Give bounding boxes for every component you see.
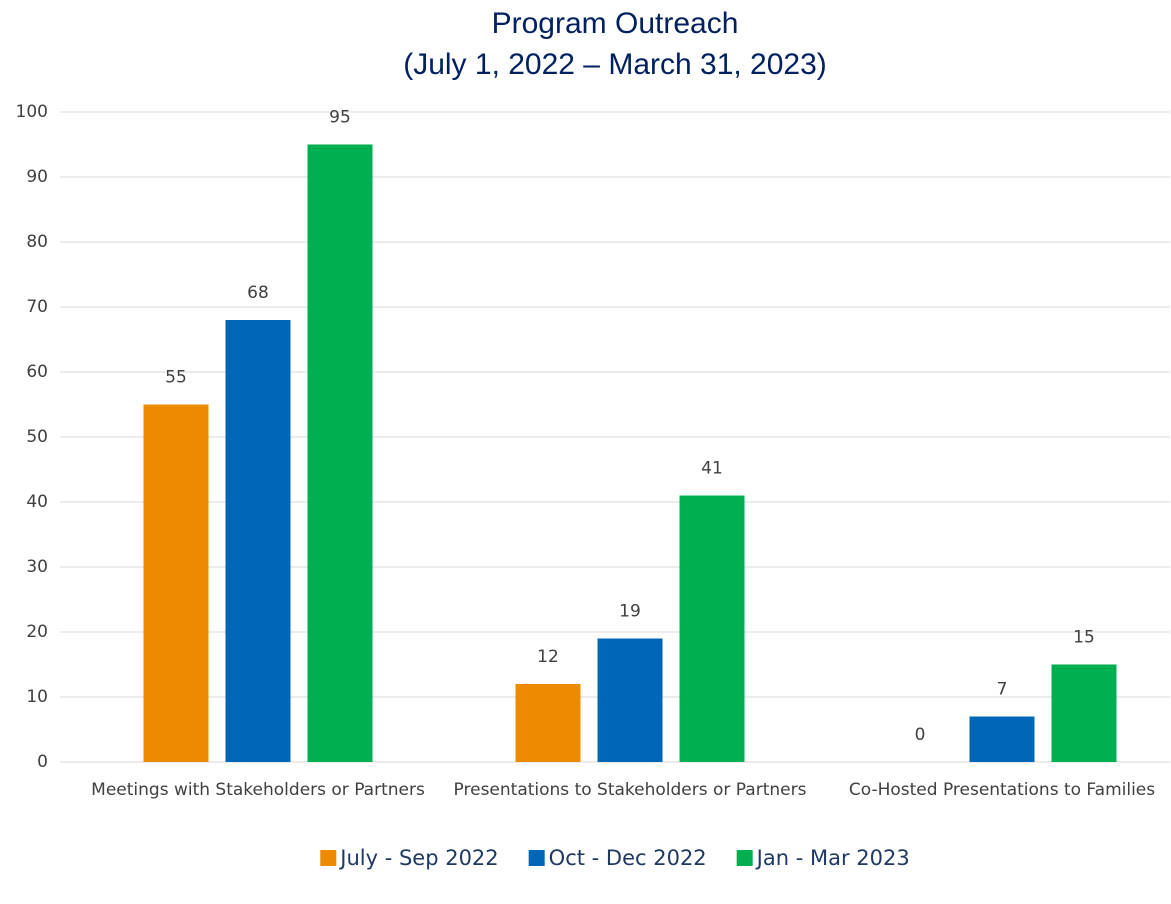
bar	[225, 320, 291, 762]
value-label: 41	[701, 459, 723, 479]
bar	[307, 144, 373, 762]
y-tick-label: 50	[26, 427, 48, 447]
y-tick-label: 40	[26, 492, 48, 512]
y-tick-label: 0	[37, 752, 48, 772]
legend-swatch	[736, 850, 753, 866]
bar	[515, 684, 581, 762]
value-label: 55	[165, 368, 187, 388]
value-label: 0	[915, 725, 926, 745]
bar	[1051, 664, 1117, 762]
legend-swatch	[320, 850, 337, 866]
y-tick-label: 90	[26, 167, 48, 187]
value-label: 95	[329, 108, 351, 128]
y-tick-label: 10	[26, 687, 48, 707]
y-tick-label: 100	[16, 102, 48, 122]
y-tick-label: 20	[26, 622, 48, 642]
y-tick-label: 60	[26, 362, 48, 382]
value-label: 15	[1073, 628, 1095, 648]
x-tick-label: Co-Hosted Presentations to Families	[848, 780, 1156, 800]
chart-subtitle: (July 1, 2022 – March 31, 2023)	[403, 48, 827, 81]
value-label: 68	[247, 283, 269, 303]
bar	[969, 716, 1035, 762]
x-tick-label: Meetings with Stakeholders or Partners	[91, 780, 425, 800]
y-tick-label: 70	[26, 297, 48, 317]
bar	[143, 404, 209, 762]
value-label: 19	[619, 602, 641, 622]
chart-title: Program Outreach	[492, 7, 739, 40]
bar	[679, 495, 745, 762]
legend-label: July - Sep 2022	[338, 846, 498, 870]
value-label: 12	[537, 647, 559, 667]
y-tick-label: 80	[26, 232, 48, 252]
y-tick-label: 30	[26, 557, 48, 577]
x-tick-label: Presentations to Stakeholders or Partner…	[453, 780, 807, 800]
legend-label: Oct - Dec 2022	[549, 846, 707, 870]
legend-label: Jan - Mar 2023	[755, 846, 910, 870]
value-label: 7	[997, 680, 1008, 700]
legend-swatch	[528, 850, 545, 866]
bar	[597, 638, 663, 762]
